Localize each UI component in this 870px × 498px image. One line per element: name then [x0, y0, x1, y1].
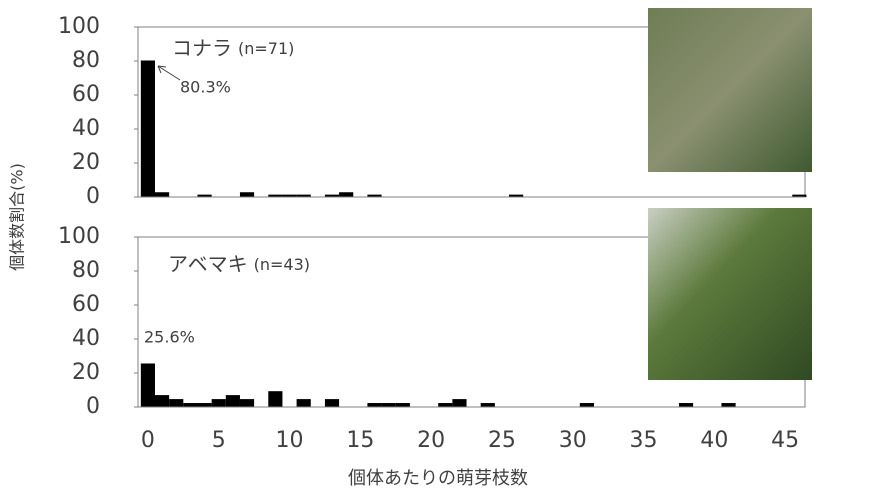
bar: [396, 403, 410, 407]
chart: 020406080100コナラ(n=71)80.3%個体数割合(%)020406…: [0, 0, 870, 494]
bar: [155, 395, 169, 407]
panel-label: アベマキ (n=43): [168, 252, 310, 276]
bar: [212, 399, 226, 407]
x-tick-label: 15: [346, 428, 374, 453]
y-tick-label: 60: [72, 82, 100, 107]
bar: [721, 403, 735, 407]
sample-size: (n=71): [238, 39, 294, 58]
sample-size: (n=43): [254, 255, 310, 274]
bar: [240, 192, 254, 197]
x-tick-label: 35: [630, 428, 658, 453]
bar: [268, 391, 282, 407]
y-tick-label: 40: [72, 326, 100, 351]
y-tick-label: 60: [72, 292, 100, 317]
photo: [648, 208, 812, 380]
y-tick-label: 20: [72, 150, 100, 175]
y-tick-label: 40: [72, 116, 100, 141]
bar: [183, 403, 197, 407]
bar: [679, 403, 693, 407]
panel-label: コナラ (n=71): [172, 36, 294, 60]
bar: [155, 192, 169, 197]
y-tick-label: 100: [58, 14, 100, 39]
bar: [141, 363, 155, 407]
bar: [169, 399, 183, 407]
x-tick-label: 20: [417, 428, 445, 453]
bar: [382, 403, 396, 407]
annotation: 80.3%: [180, 78, 231, 97]
annotation: 25.6%: [144, 328, 195, 347]
annotation-arrow: [158, 66, 180, 80]
y-tick-label: 0: [86, 394, 100, 419]
bar: [580, 403, 594, 407]
x-tick-label: 25: [488, 428, 516, 453]
x-tick-label: 45: [771, 428, 799, 453]
bar: [297, 399, 311, 407]
bar: [197, 403, 211, 407]
y-tick-label: 100: [58, 224, 100, 249]
species: アベマキ: [168, 252, 248, 276]
bar: [339, 192, 353, 197]
bar: [481, 403, 495, 407]
photo: [648, 8, 812, 172]
bar: [438, 403, 452, 407]
y-tick-label: 0: [86, 184, 100, 209]
x-tick-label: 40: [700, 428, 728, 453]
bar: [452, 399, 466, 407]
x-tick-label: 5: [212, 428, 226, 453]
bar: [226, 395, 240, 407]
species: コナラ: [172, 36, 232, 60]
x-tick-label: 0: [141, 428, 155, 453]
y-tick-label: 80: [72, 258, 100, 283]
bar: [325, 399, 339, 407]
y-tick-label: 20: [72, 360, 100, 385]
x-tick-label: 30: [559, 428, 587, 453]
bar: [240, 399, 254, 407]
x-tick-label: 10: [276, 428, 304, 453]
bar: [141, 60, 155, 197]
y-tick-label: 80: [72, 48, 100, 73]
x-axis-label: 個体あたりの萌芽枝数: [348, 468, 528, 489]
y-axis-label: 個体数割合(%): [8, 163, 27, 271]
bar: [367, 403, 381, 407]
